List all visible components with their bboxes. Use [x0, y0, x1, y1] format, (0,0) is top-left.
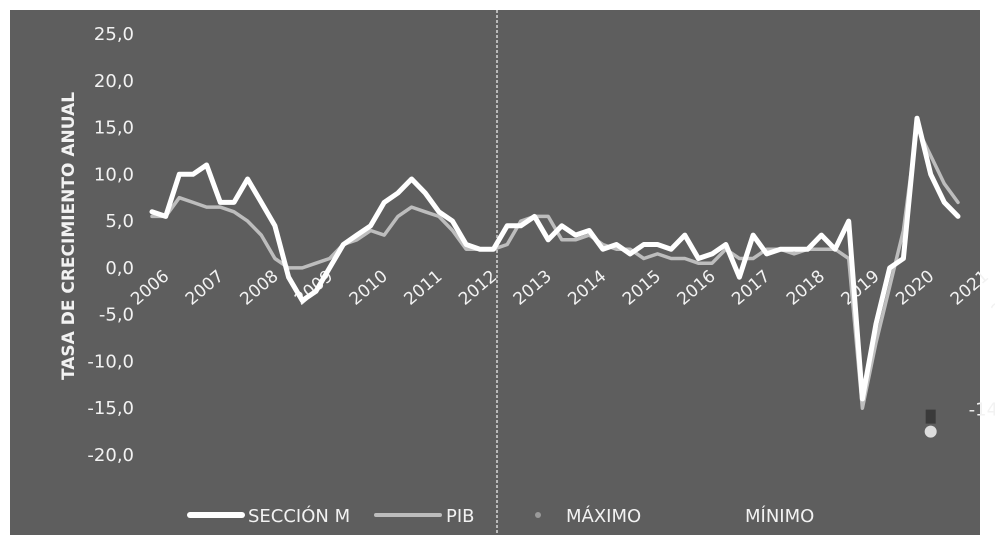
minimo-marker-bar: [925, 409, 936, 424]
series-line-seccion-m: [149, 115, 961, 402]
y-tick-label: 15,0: [94, 118, 134, 139]
annotation-label: -14,5: [969, 400, 995, 421]
legend-label: PIB: [446, 506, 475, 527]
y-tick-label: 25,0: [94, 24, 134, 45]
legend: SECCIÓN M PIB MÁXIMO MÍNIMO: [187, 505, 814, 527]
y-tick-label: -20,0: [87, 445, 134, 466]
legend-label: SECCIÓN M: [248, 505, 350, 527]
x-tick-label: 2022pr: [988, 266, 995, 321]
y-tick-label: 20,0: [94, 71, 134, 92]
y-tick-label: -10,0: [87, 351, 134, 372]
y-tick-label: 10,0: [94, 164, 134, 185]
y-tick-label: -15,0: [87, 398, 134, 419]
series-layer: [149, 115, 961, 410]
y-tick-label: 5,0: [105, 211, 134, 232]
legend-item-pib: PIB: [374, 506, 475, 527]
plot-area: [10, 10, 980, 535]
y-axis: 25,0 20,0 15,0 10,0 5,0 0,0 -5,0 -10,0 -15,0 -20,…: [87, 24, 134, 466]
legend-swatch: [535, 512, 541, 518]
legend-label: MÁXIMO: [566, 505, 641, 527]
marker-layer: -14,5: [924, 400, 995, 438]
minimo-marker: [924, 425, 937, 438]
y-axis-label: TASA DE CRECIMIENTO ANUAL: [59, 92, 79, 380]
legend-item-maximo: MÁXIMO: [535, 505, 641, 527]
legend-item-minimo: MÍNIMO: [745, 505, 814, 527]
y-tick-label: -5,0: [99, 305, 134, 326]
y-tick-label: 0,0: [105, 258, 134, 279]
legend-label: MÍNIMO: [745, 505, 814, 527]
legend-item-seccion-m: SECCIÓN M: [187, 505, 350, 527]
